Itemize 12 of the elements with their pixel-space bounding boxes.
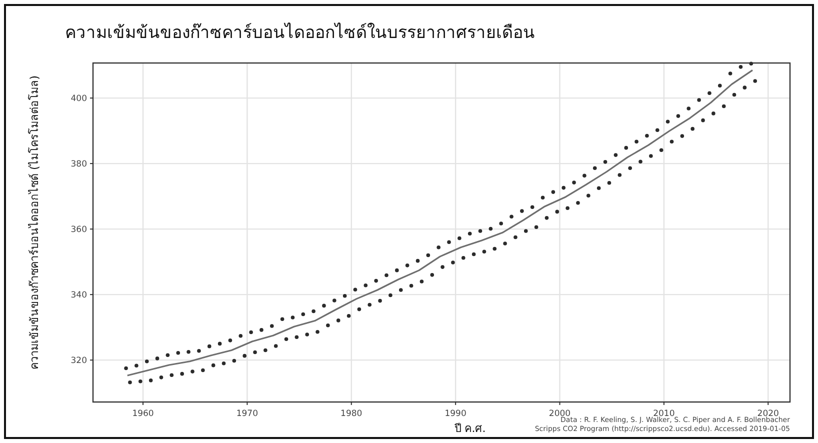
x-tick-label: 1970 xyxy=(236,409,258,419)
x-tick-label: 1960 xyxy=(132,409,154,419)
chart-title: ความเข้มข้นของก๊าซคาร์บอนไดออกไซด์ในบรรยากาศรายเดือน xyxy=(65,22,535,43)
x-tick-label: 1990 xyxy=(444,409,466,419)
y-tick-label: 320 xyxy=(70,356,87,366)
y-tick-label: 380 xyxy=(70,160,87,170)
y-axis-title: ความเข้มข้นของก๊าซคาร์บอนไดออกไซด์ (ไมโครโมลต่อโมล) xyxy=(27,75,41,370)
x-tick-label: 1980 xyxy=(340,409,362,419)
y-tick-label: 340 xyxy=(70,290,87,301)
y-tick-label: 360 xyxy=(70,225,87,236)
y-tick-label: 400 xyxy=(70,94,87,104)
x-axis-title: ปี ค.ศ. xyxy=(453,422,486,435)
